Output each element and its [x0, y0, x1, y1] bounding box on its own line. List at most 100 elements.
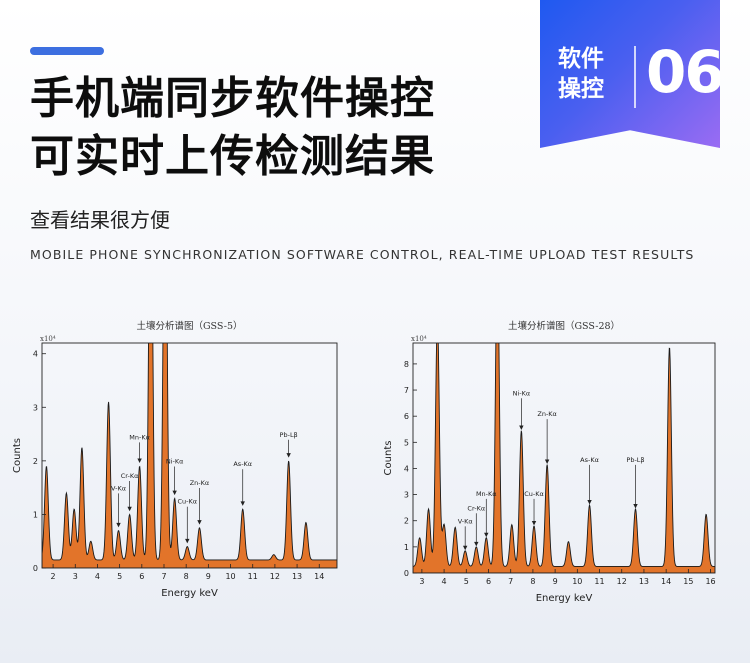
y-axis-label: Counts — [383, 441, 394, 476]
y-tick-label: 8 — [404, 360, 409, 369]
chart-title: 土壤分析谱图（GSS-5） — [136, 320, 242, 332]
spectrum-area — [42, 343, 337, 568]
peak-arrow-head — [462, 545, 468, 551]
y-tick-label: 0 — [404, 569, 409, 578]
peak-label: V-Kα — [458, 517, 473, 525]
peak-arrow-head — [531, 520, 537, 526]
spectrum-chart-left: 土壤分析谱图（GSS-5） x10⁴ 2 3 4 5 6 7 8 9 10 11 12 13 14 0 1 2 3 4… — [12, 315, 338, 615]
peak-arrow-head — [587, 500, 592, 505]
peak-arrow-head — [116, 522, 121, 528]
x-tick-label: 12 — [270, 572, 280, 581]
headline: 手机端同步软件操控 可实时上传检测结果 — [30, 70, 435, 186]
x-tick-label: 11 — [248, 572, 258, 581]
headline-line-1: 手机端同步软件操控 — [30, 73, 435, 124]
peak-label: Zn-Kα — [190, 479, 209, 487]
x-tick-label: 16 — [705, 577, 715, 586]
spectrum-chart-right: 土壤分析谱图（GSS-28） x10⁴ 3 4 5 6 7 8 9 10 11 12 13 14 15 16 0… — [383, 315, 716, 615]
peak-label: Mn-Kα — [129, 433, 150, 441]
peak-arrow-head — [137, 458, 142, 464]
peak-label: Mn-Kα — [476, 490, 497, 498]
x-tick-label: 12 — [617, 577, 627, 586]
x-axis-label: Energy keV — [536, 593, 593, 604]
peak-arrow-head — [633, 503, 638, 509]
x-tick-label: 2 — [51, 572, 56, 581]
badge-label-line: 操控 — [558, 76, 604, 102]
chart-scale-label: x10⁴ — [411, 335, 427, 343]
peak-label: Cr-Kα — [121, 472, 139, 480]
x-tick-label: 5 — [464, 577, 469, 586]
y-tick-label: 6 — [404, 412, 409, 421]
badge-number: 06 — [646, 38, 723, 106]
y-tick-label: 1 — [404, 543, 409, 552]
y-tick-label: 7 — [404, 386, 409, 395]
headline-line-2: 可实时上传检测结果 — [30, 131, 435, 182]
y-tick-label: 2 — [33, 457, 38, 466]
x-tick-label: 3 — [73, 572, 78, 581]
x-tick-label: 9 — [206, 572, 211, 581]
x-tick-label: 7 — [508, 577, 513, 586]
peak-arrow-head — [484, 532, 489, 538]
peak-arrow-head — [286, 453, 291, 458]
y-tick-label: 3 — [33, 403, 38, 412]
x-axis-label: Energy keV — [161, 588, 218, 599]
y-tick-label: 1 — [33, 510, 38, 519]
y-axis-label: Counts — [12, 438, 23, 473]
x-tick-label: 5 — [117, 572, 122, 581]
y-tick-label: 3 — [404, 491, 409, 500]
x-tick-label: 15 — [683, 577, 693, 586]
english-caption: MOBILE PHONE SYNCHRONIZATION SOFTWARE CO… — [30, 247, 695, 262]
y-tick-label: 0 — [33, 564, 38, 573]
peak-label: Pb-Lβ — [280, 431, 298, 439]
peak-arrow-head — [185, 538, 190, 544]
peak-label: As-Kα — [580, 456, 599, 464]
peak-arrow-head — [240, 501, 245, 506]
x-tick-label: 8 — [530, 577, 535, 586]
y-tick-label: 4 — [404, 464, 409, 473]
badge-divider — [634, 46, 636, 108]
x-tick-label: 14 — [314, 572, 324, 581]
plot-frame — [412, 342, 716, 574]
x-tick-label: 10 — [572, 577, 582, 586]
peak-label: Zn-Kα — [537, 410, 556, 418]
chart-scale-label: x10⁴ — [40, 335, 56, 343]
x-tick-label: 8 — [184, 572, 189, 581]
x-tick-label: 9 — [553, 577, 558, 586]
y-tick-label: 4 — [33, 350, 38, 359]
x-tick-label: 7 — [161, 572, 166, 581]
peak-label: Pb-Lβ — [626, 456, 644, 464]
x-tick-label: 6 — [486, 577, 491, 586]
peak-label: Ni-Kα — [166, 458, 184, 466]
chart-title: 土壤分析谱图（GSS-28） — [508, 320, 620, 332]
peak-arrow-head — [544, 459, 550, 465]
x-tick-label: 4 — [442, 577, 447, 586]
x-tick-label: 14 — [661, 577, 671, 586]
x-tick-label: 11 — [594, 577, 604, 586]
badge-label-line: 软件 — [558, 46, 604, 72]
x-tick-label: 6 — [139, 572, 144, 581]
peak-label: Cu-Kα — [178, 498, 198, 506]
peak-label: Cu-Kα — [524, 490, 544, 498]
peak-arrow-head — [474, 541, 479, 547]
spectrum-area — [413, 343, 715, 573]
peak-label: V-Kα — [111, 484, 126, 492]
x-tick-label: 10 — [225, 572, 235, 581]
peak-arrow-head — [172, 490, 177, 496]
peak-label: Cr-Kα — [467, 504, 485, 512]
badge-label: 软件 操控 — [558, 44, 604, 104]
peak-arrow-head — [127, 506, 132, 512]
peak-label: As-Kα — [233, 460, 252, 468]
subtitle: 查看结果很方便 — [30, 208, 170, 232]
y-tick-label: 5 — [404, 438, 409, 447]
y-tick-label: 2 — [404, 517, 409, 526]
x-tick-label: 13 — [639, 577, 649, 586]
x-tick-label: 4 — [95, 572, 100, 581]
x-tick-label: 3 — [419, 577, 424, 586]
peak-arrow-head — [519, 425, 524, 431]
peak-arrow-head — [197, 520, 202, 525]
x-tick-label: 13 — [292, 572, 302, 581]
section-badge: 软件操控 06 — [540, 0, 720, 148]
accent-bar — [30, 47, 104, 55]
plot-frame — [41, 342, 338, 569]
